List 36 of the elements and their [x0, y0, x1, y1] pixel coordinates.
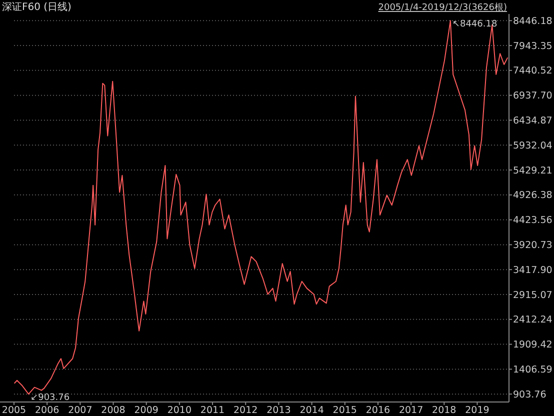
y-tick-label: 4926.38 — [513, 190, 552, 202]
y-tick-label: 3417.90 — [513, 264, 552, 276]
x-tick-label: 2009 — [134, 405, 158, 416]
x-tick-label: 2018 — [432, 405, 456, 416]
y-tick-label: 8446.18 — [513, 16, 552, 27]
x-tick-label: 2007 — [68, 405, 92, 416]
y-tick-label: 7440.52 — [513, 66, 552, 77]
x-tick-label: 2014 — [300, 405, 324, 416]
x-tick-label: 2019 — [465, 405, 490, 416]
x-tick-label: 2010 — [167, 405, 192, 416]
y-tick-label: 903.76 — [513, 389, 546, 400]
x-tick-label: 2012 — [234, 405, 258, 416]
annotation: ↖8446.18 — [452, 20, 498, 30]
y-tick-label: 2915.07 — [513, 290, 552, 301]
y-tick-label: 5932.04 — [513, 140, 552, 152]
line-series — [14, 20, 508, 395]
x-tick-label: 2013 — [266, 405, 291, 416]
x-tick-label: 2005 — [2, 405, 26, 416]
x-tick-label: 2016 — [366, 405, 390, 416]
y-tick-label: 4423.56 — [513, 215, 552, 226]
y-tick-label: 2412.24 — [513, 314, 552, 326]
y-tick-label: 1406.59 — [513, 364, 552, 376]
y-tick-label: 1909.42 — [513, 340, 552, 351]
x-tick-label: 2017 — [398, 405, 424, 416]
y-tick-label: 3920.73 — [513, 240, 552, 252]
chart-subtitle: 2005/1/4-2019/12/3(3626根) — [378, 2, 507, 13]
annotation: ↙903.76 — [30, 393, 70, 404]
y-tick-label: 6937.70 — [513, 90, 552, 102]
x-tick-label: 2006 — [34, 405, 60, 416]
y-tick-label: 6434.87 — [513, 116, 552, 127]
x-tick-label: 2015 — [332, 405, 357, 416]
y-tick-label: 5429.21 — [513, 165, 552, 176]
chart-title: 深证F60 (日线) — [2, 1, 72, 13]
x-tick-label: 2011 — [200, 405, 225, 416]
y-tick-label: 7943.35 — [513, 40, 552, 52]
x-tick-label: 2008 — [101, 405, 126, 416]
